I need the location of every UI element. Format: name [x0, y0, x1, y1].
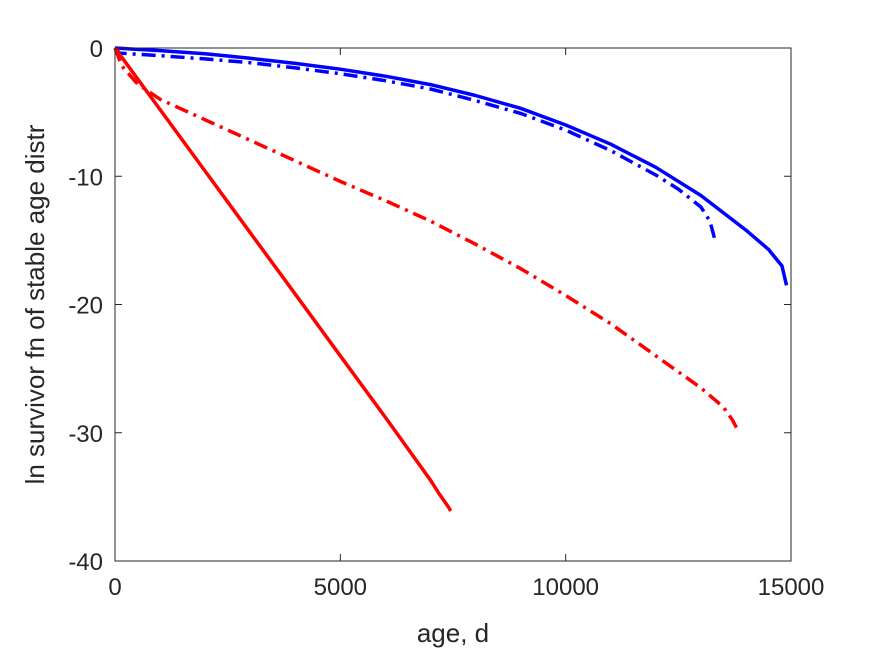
series-2-line — [113, 46, 717, 239]
x-tick-label: 5000 — [314, 574, 367, 601]
series-4-line — [113, 47, 741, 434]
series-layer — [113, 46, 789, 512]
y-tick-label: 0 — [90, 36, 103, 63]
y-tick-label: -30 — [68, 421, 103, 448]
series-1-line — [114, 46, 789, 286]
tick-layer: 0 5000 10000 15000 0 -10 -20 -30 -40 — [68, 36, 824, 601]
y-tick-label: -10 — [68, 164, 103, 191]
y-tick-label: -20 — [68, 293, 103, 320]
y-axis-title: ln survivor fn of stable age distr — [20, 124, 50, 484]
x-tick-label: 10000 — [532, 574, 599, 601]
series-3-line — [113, 46, 453, 512]
x-axis-title: age, d — [417, 618, 489, 648]
x-tick-label: 15000 — [758, 574, 825, 601]
x-tick-label: 0 — [108, 574, 121, 601]
y-tick-label: -40 — [68, 549, 103, 576]
